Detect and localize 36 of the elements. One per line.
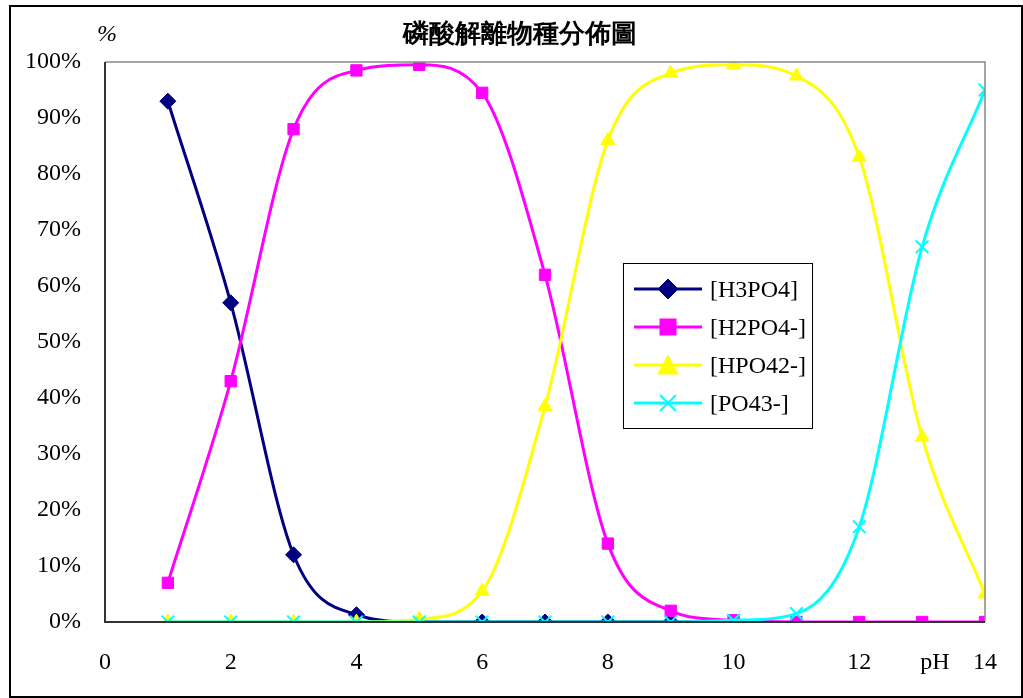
y-tick-label: 30%: [37, 439, 81, 466]
legend-label: [H2PO4-]: [710, 313, 806, 341]
x-tick-label: 8: [601, 647, 614, 674]
point: [538, 268, 552, 281]
y-tick-label: 40%: [37, 383, 81, 410]
y-axis-title: %: [97, 20, 117, 47]
y-tick-label: 80%: [37, 159, 81, 186]
x-tick-label: 14: [973, 647, 997, 674]
legend-label: [H3PO4]: [710, 275, 798, 303]
x-tick-label: 10: [721, 647, 746, 674]
x-tick-label: 0: [99, 647, 111, 674]
point: [222, 294, 240, 312]
legend-label: [PO43-]: [710, 389, 789, 417]
point: [475, 86, 489, 99]
x-tick-label: 4: [350, 647, 363, 674]
point: [474, 582, 490, 596]
y-tick-label: 50%: [37, 327, 81, 354]
legend-label: [HPO42-]: [710, 351, 806, 379]
y-tick-label: 100%: [25, 47, 81, 74]
point: [537, 397, 553, 411]
y-tick-label: 90%: [37, 103, 81, 130]
y-tick-label: 20%: [37, 495, 81, 522]
point: [914, 428, 930, 442]
x-tick-label: 6: [476, 647, 489, 674]
x-axis-title: pH: [920, 648, 950, 675]
y-tick-label: 70%: [37, 215, 81, 242]
x-tick-label: 2: [224, 647, 237, 674]
x-tick-label: 12: [847, 647, 872, 674]
point: [350, 64, 363, 77]
y-tick-label: 10%: [37, 551, 81, 578]
point: [287, 123, 300, 136]
point: [914, 239, 930, 255]
point: [159, 92, 177, 110]
y-tick-label: 0%: [49, 607, 81, 634]
chart-title: 磷酸解離物種分佈圖: [402, 18, 637, 48]
y-tick-label: 60%: [37, 271, 81, 298]
